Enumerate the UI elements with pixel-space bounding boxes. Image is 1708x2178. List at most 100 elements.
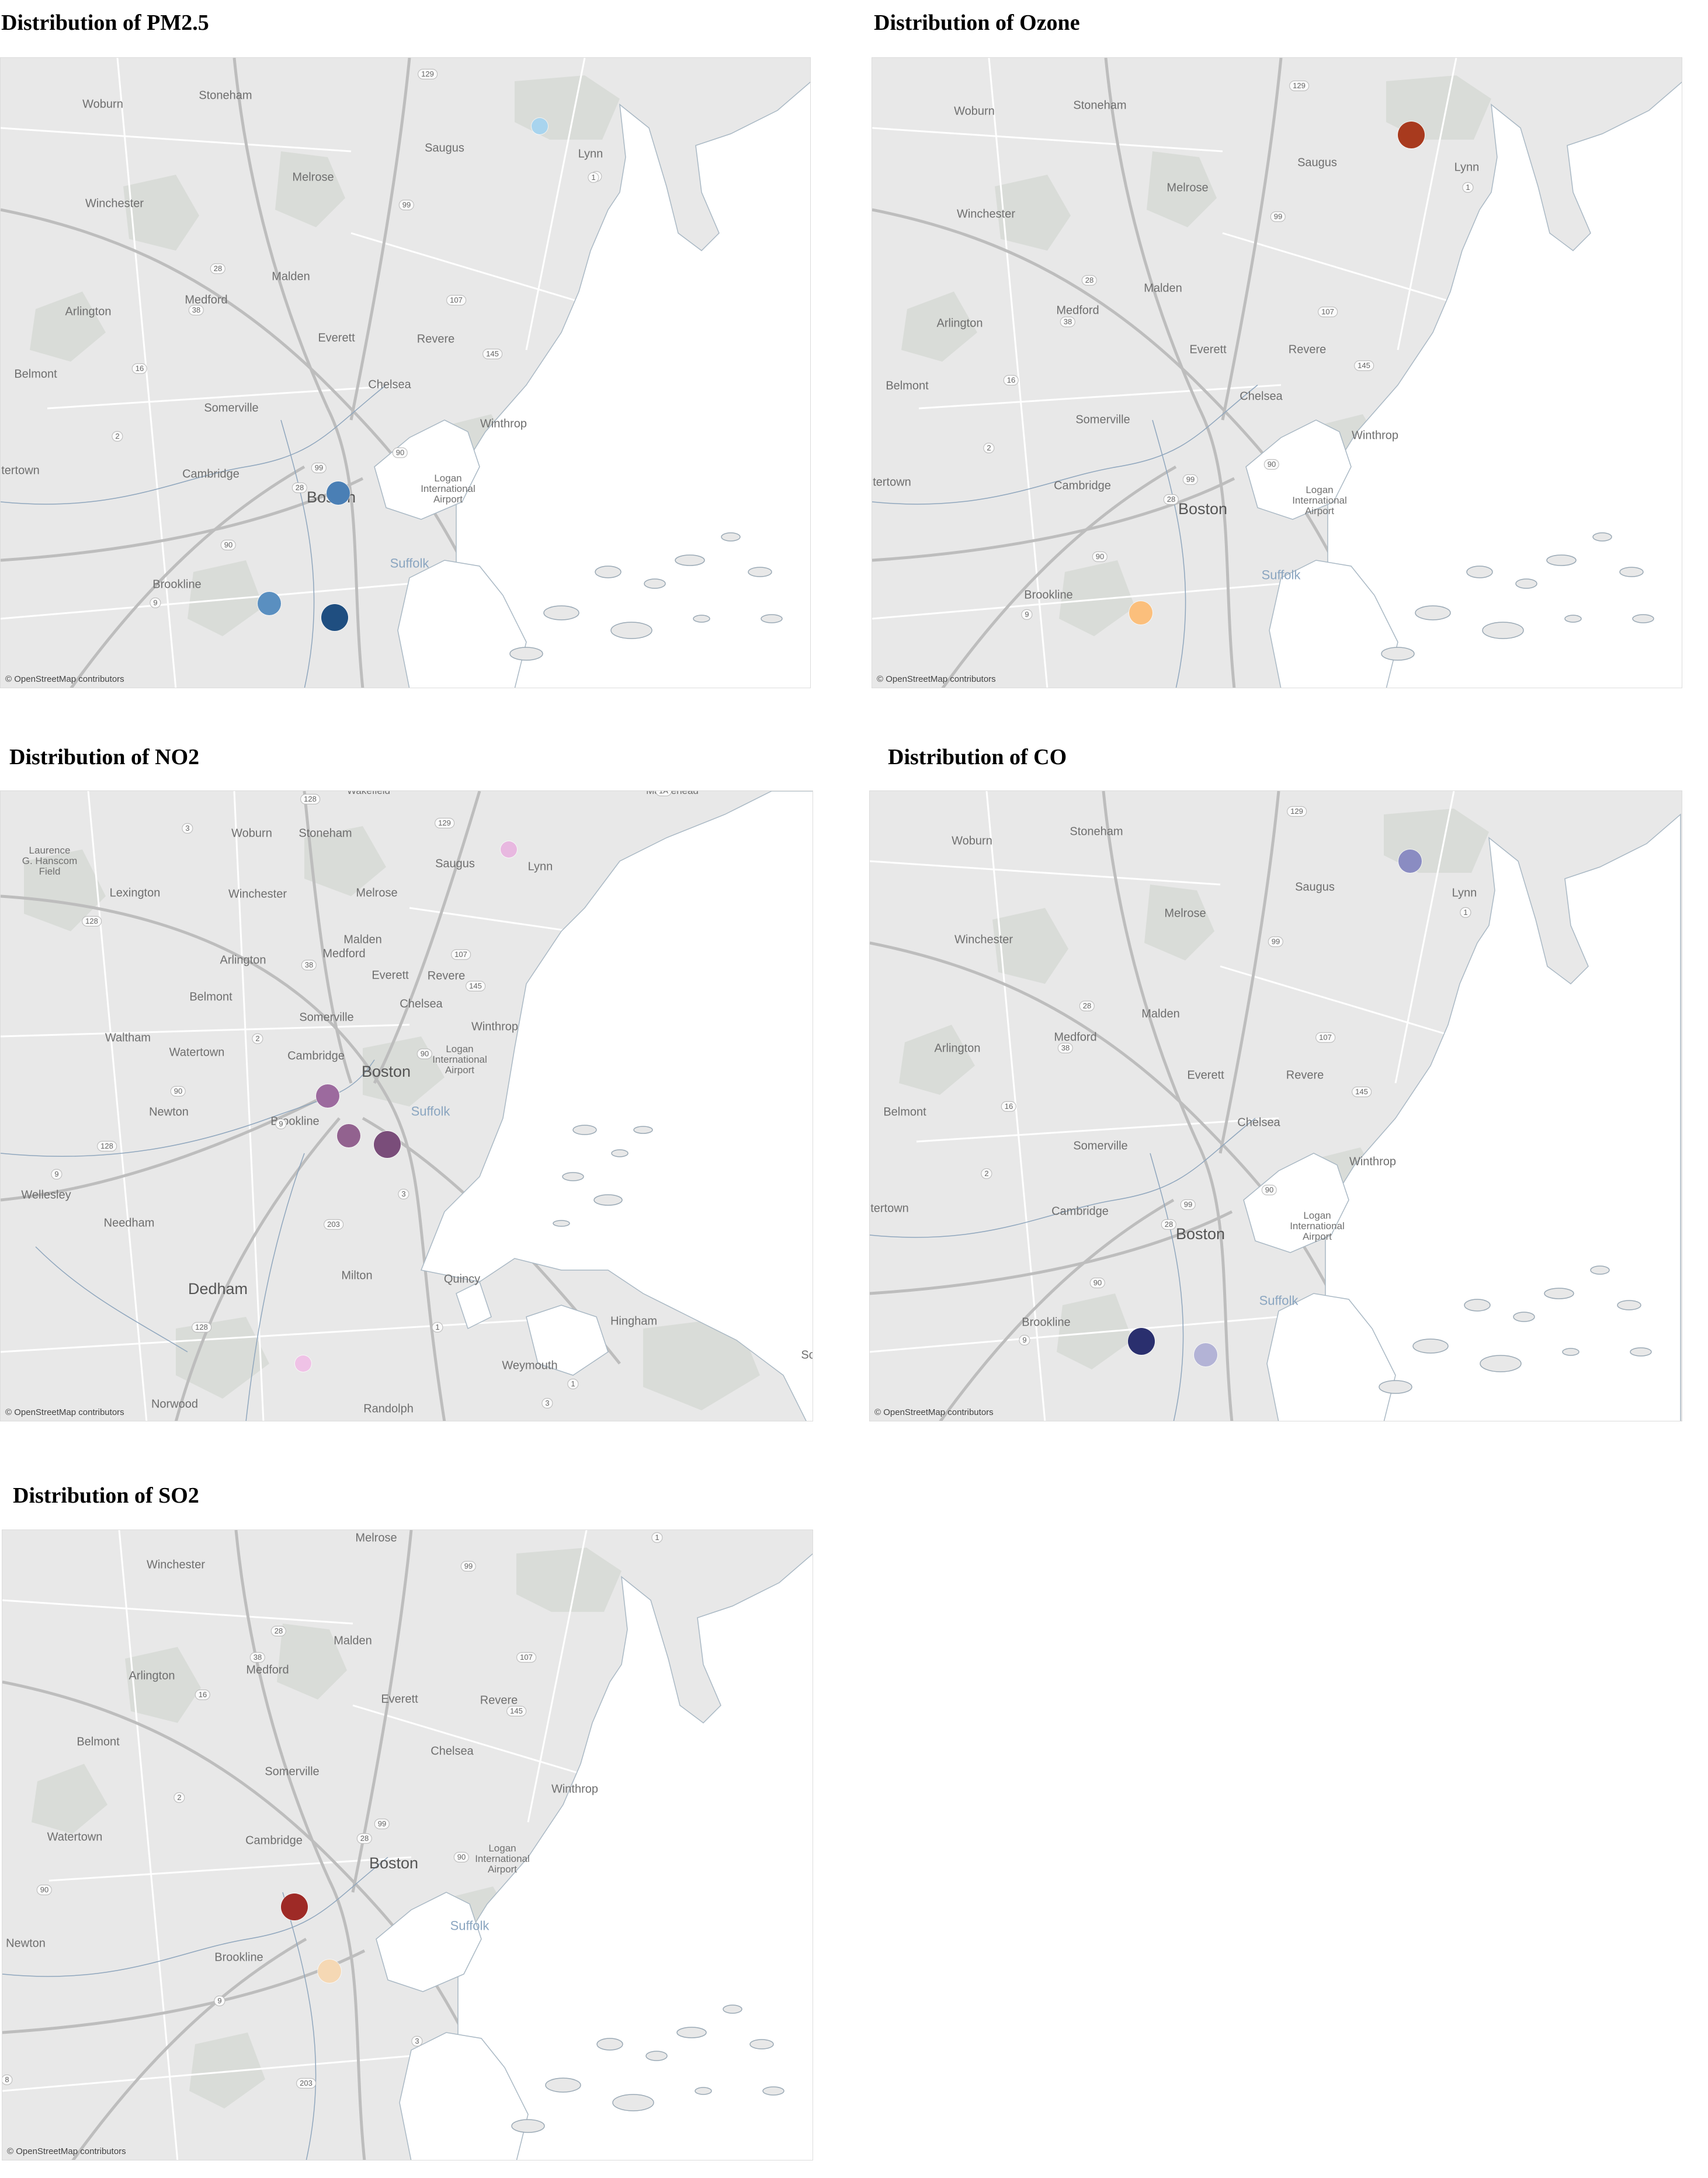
place-label: Somerville (1073, 1139, 1128, 1153)
island (1480, 1355, 1522, 1372)
route-shield: 1 (588, 172, 599, 183)
place-label: Brookline (1022, 1316, 1071, 1329)
county-boundary (35, 1246, 188, 1352)
monitoring-station-marker[interactable] (374, 1131, 401, 1158)
route-shield: 2 (981, 1168, 992, 1180)
route-shield: 2 (252, 1033, 263, 1045)
route-shield: 1 (1462, 182, 1474, 193)
place-label: Belmont (883, 1105, 926, 1119)
local-road (988, 58, 1049, 688)
monitoring-station-marker[interactable] (327, 481, 350, 505)
route-shield: 107 (1318, 306, 1338, 318)
local-road (350, 232, 585, 304)
route-shield: 16 (131, 363, 148, 374)
map-attribution: © OpenStreetMap contributors (874, 1407, 994, 1417)
monitoring-station-marker[interactable] (295, 1355, 311, 1372)
place-label: Somerville (204, 401, 259, 415)
map-no2[interactable]: Wakefield Marblehead Woburn Stoneham Laurenc… (0, 790, 813, 1421)
island (545, 2078, 581, 2093)
map-ozone[interactable]: Woburn Stoneham Saugus Lynn Melrose Wincheste… (872, 57, 1682, 688)
island (1515, 578, 1537, 589)
place-label: Lexington (109, 886, 161, 900)
monitoring-station-marker[interactable] (321, 604, 348, 631)
island (749, 2039, 774, 2049)
route-shield: 9 (1021, 609, 1033, 620)
monitoring-station-marker[interactable] (1129, 601, 1152, 625)
place-label: Logan International Airport (432, 1043, 487, 1076)
monitoring-station-marker[interactable] (1194, 1343, 1217, 1367)
monitoring-station-marker[interactable] (1398, 849, 1422, 873)
route-shield: 203 (324, 1219, 343, 1230)
place-label: Boston (1178, 500, 1228, 518)
place-label: Newton (6, 1937, 46, 1950)
place-label: tertown (1, 464, 40, 477)
route-shield: 99 (1182, 474, 1199, 485)
place-label: Suffolk (411, 1104, 450, 1119)
map-pm25[interactable]: Woburn Stoneham Saugus Lynn Melrose Wincheste… (0, 57, 811, 688)
panel-title-no2: Distribution of NO2 (9, 745, 200, 769)
place-label: Medford (246, 1663, 289, 1677)
local-road (1, 1024, 410, 1038)
place-label: Melrose (292, 171, 334, 184)
place-label: Brookline (1024, 588, 1073, 602)
place-label: Medford (1056, 304, 1099, 317)
local-road (352, 1704, 587, 1777)
island (596, 2038, 623, 2051)
water-body (526, 1305, 609, 1376)
place-label: Hingham (610, 1315, 658, 1328)
monitoring-station-marker[interactable] (532, 118, 548, 134)
place-label: Newton (149, 1105, 189, 1119)
local-road (1, 127, 352, 152)
place-label: Winthrop (1349, 1155, 1397, 1168)
monitoring-station-marker[interactable] (318, 1959, 341, 1983)
map-so2[interactable]: Melrose Winchester Malden Medford Arlington E… (2, 1530, 813, 2160)
monitoring-station-marker[interactable] (258, 592, 281, 615)
highway (71, 1937, 307, 2160)
route-shield: 28 (1161, 1219, 1177, 1230)
local-road (1397, 58, 1457, 351)
island (1513, 1312, 1535, 1322)
park-area (643, 1317, 760, 1410)
route-shield: 90 (1261, 1184, 1277, 1196)
route-shield: 2 (112, 431, 123, 442)
map-co[interactable]: Woburn Stoneham Saugus Lynn Melrose Wincheste… (869, 790, 1682, 1421)
monitoring-station-marker[interactable] (281, 1893, 308, 1920)
island (1544, 1288, 1574, 1299)
monitoring-station-marker[interactable] (316, 1084, 339, 1108)
place-label: Winchester (956, 207, 1016, 221)
route-shield: 38 (188, 304, 204, 316)
place-label: Malden (343, 933, 382, 946)
place-label: Belmont (189, 990, 232, 1004)
route-shield: 90 (1263, 459, 1280, 470)
park-area (24, 849, 106, 931)
place-label: Revere (480, 1694, 518, 1707)
monitoring-station-marker[interactable] (1398, 122, 1425, 148)
place-label: Norwood (151, 1397, 199, 1411)
monitoring-station-marker[interactable] (337, 1124, 360, 1147)
route-shield: 99 (1270, 211, 1286, 223)
route-shield: 107 (516, 1652, 536, 1663)
water-body (1245, 419, 1352, 520)
monitoring-station-marker[interactable] (501, 841, 517, 858)
place-label: Winthrop (480, 417, 527, 431)
island (1415, 605, 1451, 620)
monitoring-station-marker[interactable] (1128, 1328, 1155, 1355)
route-shield: 28 (270, 1625, 287, 1637)
route-shield: 90 (392, 447, 408, 459)
route-shield: 9 (51, 1168, 63, 1180)
place-label: Watertown (47, 1830, 103, 1844)
place-label: Winchester (228, 887, 287, 901)
place-label: Stoneham (1073, 99, 1127, 112)
county-boundary (872, 384, 1258, 505)
park-area (277, 1624, 347, 1700)
local-road (872, 582, 1282, 620)
highway (1, 894, 446, 1421)
island (1412, 1338, 1449, 1354)
island (593, 1194, 623, 1206)
park-area (275, 151, 345, 227)
island (1564, 615, 1582, 623)
place-label: Woburn (954, 105, 995, 118)
route-shield: 128 (97, 1140, 117, 1152)
place-label: Saugus (425, 141, 464, 155)
island (1466, 566, 1493, 578)
